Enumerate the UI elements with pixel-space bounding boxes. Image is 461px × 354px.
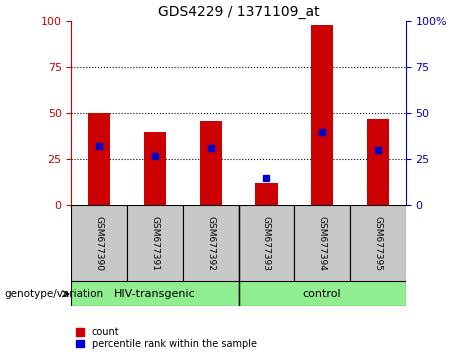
Bar	[88, 113, 111, 205]
Bar	[144, 132, 166, 205]
Text: GSM677395: GSM677395	[373, 216, 382, 271]
Text: GSM677394: GSM677394	[318, 216, 327, 271]
Bar	[238, 281, 406, 306]
Bar	[238, 205, 294, 281]
Bar	[311, 25, 333, 205]
Bar	[350, 205, 406, 281]
Bar	[255, 183, 278, 205]
Text: GSM677393: GSM677393	[262, 216, 271, 271]
Title: GDS4229 / 1371109_at: GDS4229 / 1371109_at	[158, 5, 319, 19]
Legend: count, percentile rank within the sample: count, percentile rank within the sample	[77, 327, 257, 349]
Bar	[294, 205, 350, 281]
Bar	[71, 281, 239, 306]
Text: control: control	[303, 289, 342, 299]
Bar	[71, 205, 127, 281]
Bar	[200, 121, 222, 205]
Bar	[366, 119, 389, 205]
Text: GSM677390: GSM677390	[95, 216, 104, 271]
Bar	[183, 205, 238, 281]
Text: GSM677391: GSM677391	[150, 216, 160, 271]
Text: HIV-transgenic: HIV-transgenic	[114, 289, 196, 299]
Bar	[127, 205, 183, 281]
Text: GSM677392: GSM677392	[206, 216, 215, 271]
Text: genotype/variation: genotype/variation	[5, 289, 104, 299]
